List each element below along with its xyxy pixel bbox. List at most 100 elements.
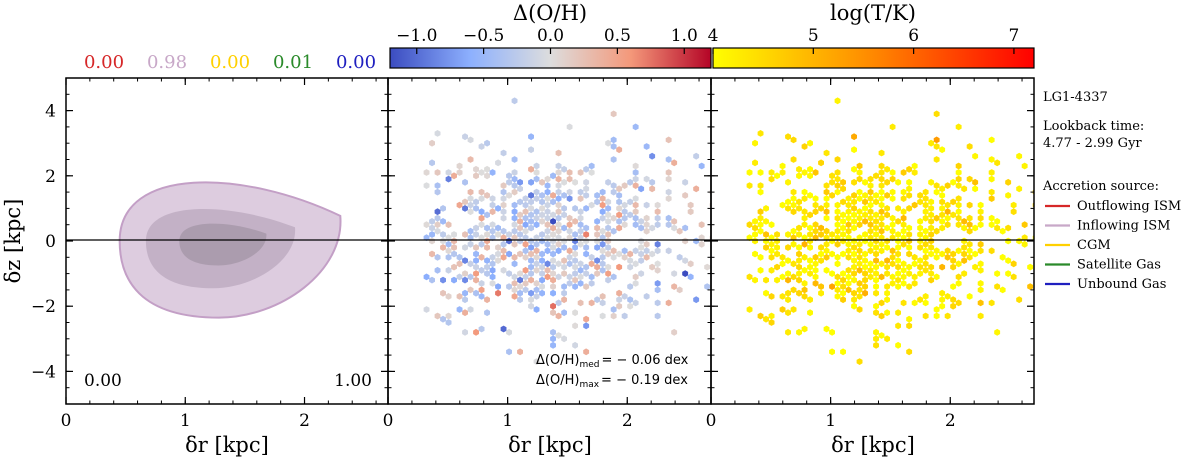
hexbin-cell (873, 289, 879, 297)
hexbin-cell (807, 263, 813, 271)
x-tick-label: 2 (299, 411, 310, 431)
hexbin-cell (834, 214, 841, 222)
hexbin-cell (796, 224, 802, 232)
hexbin-cell (555, 214, 562, 222)
hexbin-cell (456, 169, 463, 176)
hexbin-cell (856, 214, 863, 222)
hexbin-cell (867, 247, 874, 255)
hexbin-cell (752, 231, 758, 238)
hexbin-cell (566, 260, 573, 268)
hexbin-cell (594, 198, 601, 206)
hexbin-cell (522, 227, 529, 235)
hexbin-cell (862, 283, 868, 290)
hexbin-cell (922, 247, 929, 255)
hexbin-cell (605, 224, 612, 232)
hexbin-cell (566, 169, 573, 176)
hexbin-cell (533, 188, 540, 196)
hexbin-cell (495, 231, 501, 238)
hexbin-cell (423, 221, 430, 229)
hexbin-cell (812, 260, 819, 268)
hexbin-cell (605, 205, 612, 212)
hexbin-cell (845, 214, 852, 222)
hexbin-cell (988, 214, 995, 222)
hexbin-cell (867, 188, 874, 196)
x-tick-label: 0 (61, 411, 72, 431)
hexbin-cell (566, 247, 573, 255)
hexbin-cell (873, 224, 879, 232)
hexbin-cell (966, 143, 973, 150)
hexbin-cell (862, 178, 868, 186)
hexbin-cell (473, 289, 479, 297)
hexbin-cell (911, 280, 918, 287)
hexbin-cell (451, 244, 457, 251)
hexbin-cell (627, 250, 634, 258)
hexbin-cell (906, 250, 913, 258)
hexbin-cell (796, 198, 802, 206)
hexbin-cell (961, 224, 968, 232)
hexbin-cell (643, 293, 650, 300)
hexbin-cell (577, 221, 584, 229)
source-fraction: 0.00 (210, 52, 250, 73)
hexbin-cell (511, 208, 518, 216)
hexbin-cell (511, 201, 518, 209)
hexbin-cell (440, 289, 446, 297)
hexbin-cell (539, 218, 545, 225)
hexbin-cell (544, 188, 551, 196)
hexbin-cell (704, 263, 711, 271)
hexbin-cell (757, 266, 764, 274)
hexbin-cell (522, 266, 529, 274)
hexbin-cell (895, 205, 901, 212)
hexbin-cell (616, 192, 623, 199)
hexbin-cell (429, 139, 435, 147)
hexbin-cell (944, 221, 951, 229)
hexbin-cell (621, 214, 628, 222)
hexbin-cell (533, 358, 540, 365)
hexbin-cell (500, 227, 507, 235)
hexbin-cell (583, 270, 590, 277)
hexbin-cell (779, 260, 786, 268)
x-tick-label: 2 (622, 411, 633, 431)
hexbin-cell (423, 306, 430, 313)
hexbin-cell (807, 296, 813, 304)
x-tick-label: 1 (502, 411, 513, 431)
hexbin-cell (533, 280, 540, 287)
hexbin-cell (829, 178, 835, 186)
hexbin-cell (621, 293, 628, 300)
hexbin-cell (583, 185, 590, 193)
hexbin-cell (605, 218, 612, 225)
hexbin-cell (922, 312, 929, 320)
hexbin-cell (489, 280, 496, 287)
hexbin-cell (434, 188, 441, 196)
hexbin-cell (462, 309, 468, 317)
hexbin-cell (1016, 152, 1023, 160)
hexbin-cell (500, 247, 507, 255)
hexbin-cell (823, 325, 830, 333)
hexbin-cell (933, 182, 940, 189)
hexbin-cell (632, 201, 639, 209)
hexbin-cell (489, 266, 496, 274)
hexbin-cell (511, 253, 518, 261)
hexbin-cell (550, 263, 556, 271)
hexbin-cell (1010, 273, 1017, 281)
hexbin-cell (801, 143, 808, 150)
hexbin-cell (977, 221, 984, 229)
hexbin-cell (456, 260, 463, 268)
hexbin-cell (517, 224, 523, 232)
hexbin-cell (550, 237, 556, 245)
hexbin-cell (757, 169, 764, 176)
hexbin-cell (840, 185, 846, 193)
hexbin-cell (522, 273, 529, 281)
hexbin-cell (950, 178, 957, 186)
hexbin-cell (693, 237, 700, 245)
hexbin-cell (977, 280, 984, 287)
hexbin-cell (807, 270, 813, 277)
hexbin-cell (522, 247, 529, 255)
hexbin-cell (550, 283, 556, 290)
hexbin-cell (856, 247, 863, 255)
hexbin-cell (632, 260, 639, 268)
hexbin-cell (643, 214, 650, 222)
hexbin-cell (801, 286, 808, 294)
hexbin-cell (1010, 208, 1017, 216)
hexbin-cell (544, 195, 551, 202)
hexbin-cell (906, 231, 913, 238)
